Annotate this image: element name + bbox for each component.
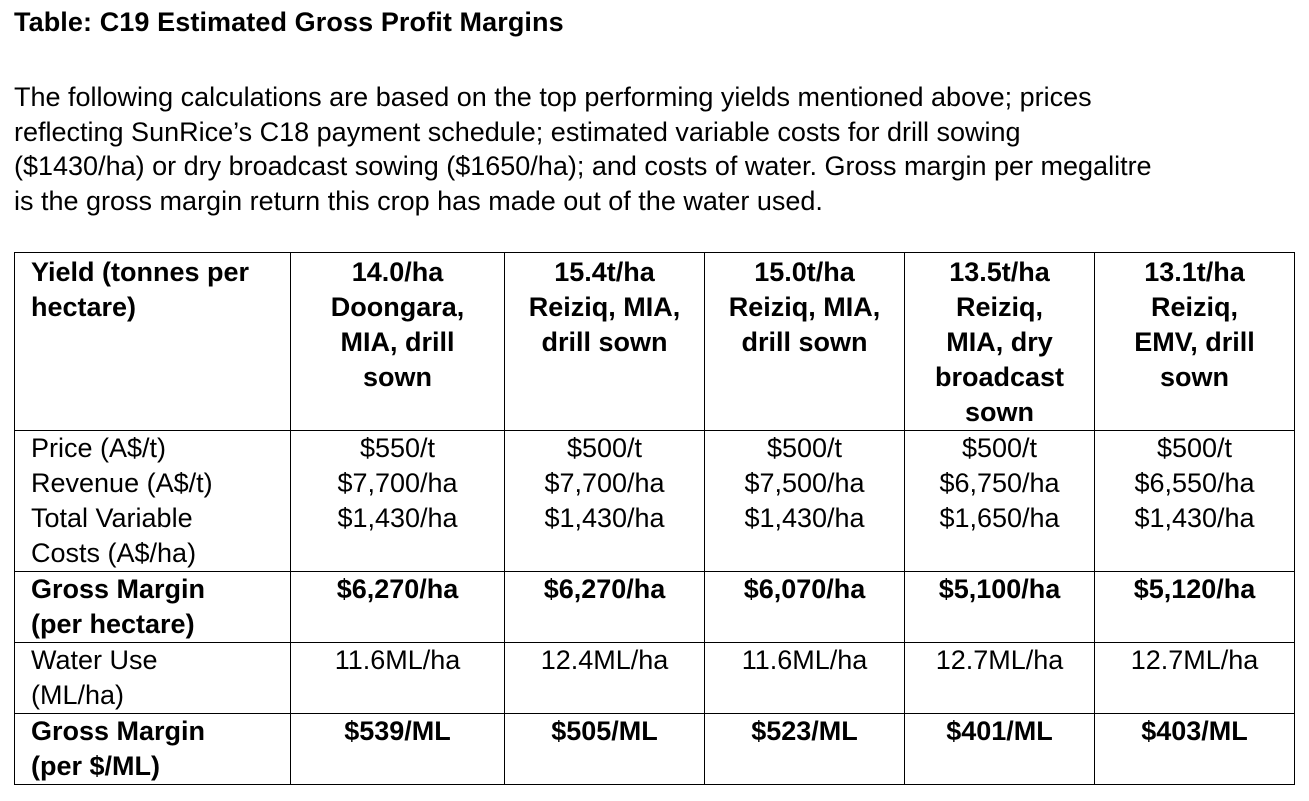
table-cell: $6,270/ha — [290, 571, 505, 643]
table-cell: $5,120/ha — [1094, 571, 1295, 643]
gross-margin-table: Yield (tonnes per hectare) 14.0/ha Doong… — [14, 252, 1295, 785]
table-row-gross-margin-per-hectare: Gross Margin (per hectare) $6,270/ha $6,… — [14, 571, 1295, 643]
table-cell: $6,750/ha — [904, 466, 1095, 501]
intro-line: reflecting SunRice’s C18 payment schedul… — [14, 116, 1021, 147]
column-header: 14.0/ha Doongara, MIA, drill sown — [290, 252, 505, 431]
table-cell: $523/ML — [704, 713, 905, 785]
table-cell: $505/ML — [504, 713, 705, 785]
table-header-row: Yield (tonnes per hectare) 14.0/ha Doong… — [14, 252, 1295, 431]
table-cell: $6,070/ha — [704, 571, 905, 643]
table-cell: $7,500/ha — [704, 466, 905, 501]
row-label: Water Use (ML/ha) — [14, 642, 291, 714]
table-title: Table: C19 Estimated Gross Profit Margin… — [14, 7, 564, 37]
table-cell: 12.4ML/ha — [504, 642, 705, 714]
column-header: 13.5t/ha Reiziq, MIA, dry broadcast sown — [904, 252, 1095, 431]
column-header: 15.4t/ha Reiziq, MIA, drill sown — [504, 252, 705, 431]
table-row-total-variable-costs: Total Variable Costs (A$/ha) $1,430/ha $… — [14, 501, 1295, 572]
table-cell: 12.7ML/ha — [904, 642, 1095, 714]
table-cell: $500/t — [904, 430, 1095, 466]
header-yield-label: Yield (tonnes per hectare) — [14, 252, 291, 431]
intro-line: is the gross margin return this crop has… — [14, 185, 823, 216]
table-cell: $500/t — [704, 430, 905, 466]
row-label: Total Variable Costs (A$/ha) — [14, 501, 291, 572]
table-cell: $6,270/ha — [504, 571, 705, 643]
table-cell: 11.6ML/ha — [290, 642, 505, 714]
table-row-price: Price (A$/t) $550/t $500/t $500/t $500/t… — [14, 430, 1295, 466]
table-cell: $1,430/ha — [1094, 501, 1295, 572]
table-cell: $403/ML — [1094, 713, 1295, 785]
table-cell: $500/t — [504, 430, 705, 466]
table-cell: $7,700/ha — [504, 466, 705, 501]
row-label: Price (A$/t) — [14, 430, 291, 466]
table-cell: $1,430/ha — [504, 501, 705, 572]
table-cell: $1,430/ha — [290, 501, 505, 572]
intro-paragraph: The following calculations are based on … — [14, 80, 1152, 218]
table-cell: $401/ML — [904, 713, 1095, 785]
row-label: Gross Margin (per $/ML) — [14, 713, 291, 785]
table-cell: 11.6ML/ha — [704, 642, 905, 714]
table-cell: $1,430/ha — [704, 501, 905, 572]
table-cell: $539/ML — [290, 713, 505, 785]
intro-line: ($1430/ha) or dry broadcast sowing ($165… — [14, 151, 1152, 181]
table-cell: $550/t — [290, 430, 505, 466]
row-label: Revenue (A$/t) — [14, 466, 291, 501]
column-header: 13.1t/ha Reiziq, EMV, drill sown — [1094, 252, 1295, 431]
table-row-gross-margin-per-ml: Gross Margin (per $/ML) $539/ML $505/ML … — [14, 713, 1295, 785]
table-cell: $5,100/ha — [904, 571, 1095, 643]
row-label: Gross Margin (per hectare) — [14, 571, 291, 643]
table-row-water-use: Water Use (ML/ha) 11.6ML/ha 12.4ML/ha 11… — [14, 642, 1295, 714]
table-cell: $1,650/ha — [904, 501, 1095, 572]
table-cell: 12.7ML/ha — [1094, 642, 1295, 714]
table-cell: $500/t — [1094, 430, 1295, 466]
table-cell: $7,700/ha — [290, 466, 505, 501]
column-header: 15.0t/ha Reiziq, MIA, drill sown — [704, 252, 905, 431]
table-cell: $6,550/ha — [1094, 466, 1295, 501]
table-row-revenue: Revenue (A$/t) $7,700/ha $7,700/ha $7,50… — [14, 466, 1295, 501]
intro-line: The following calculations are based on … — [14, 82, 1092, 112]
